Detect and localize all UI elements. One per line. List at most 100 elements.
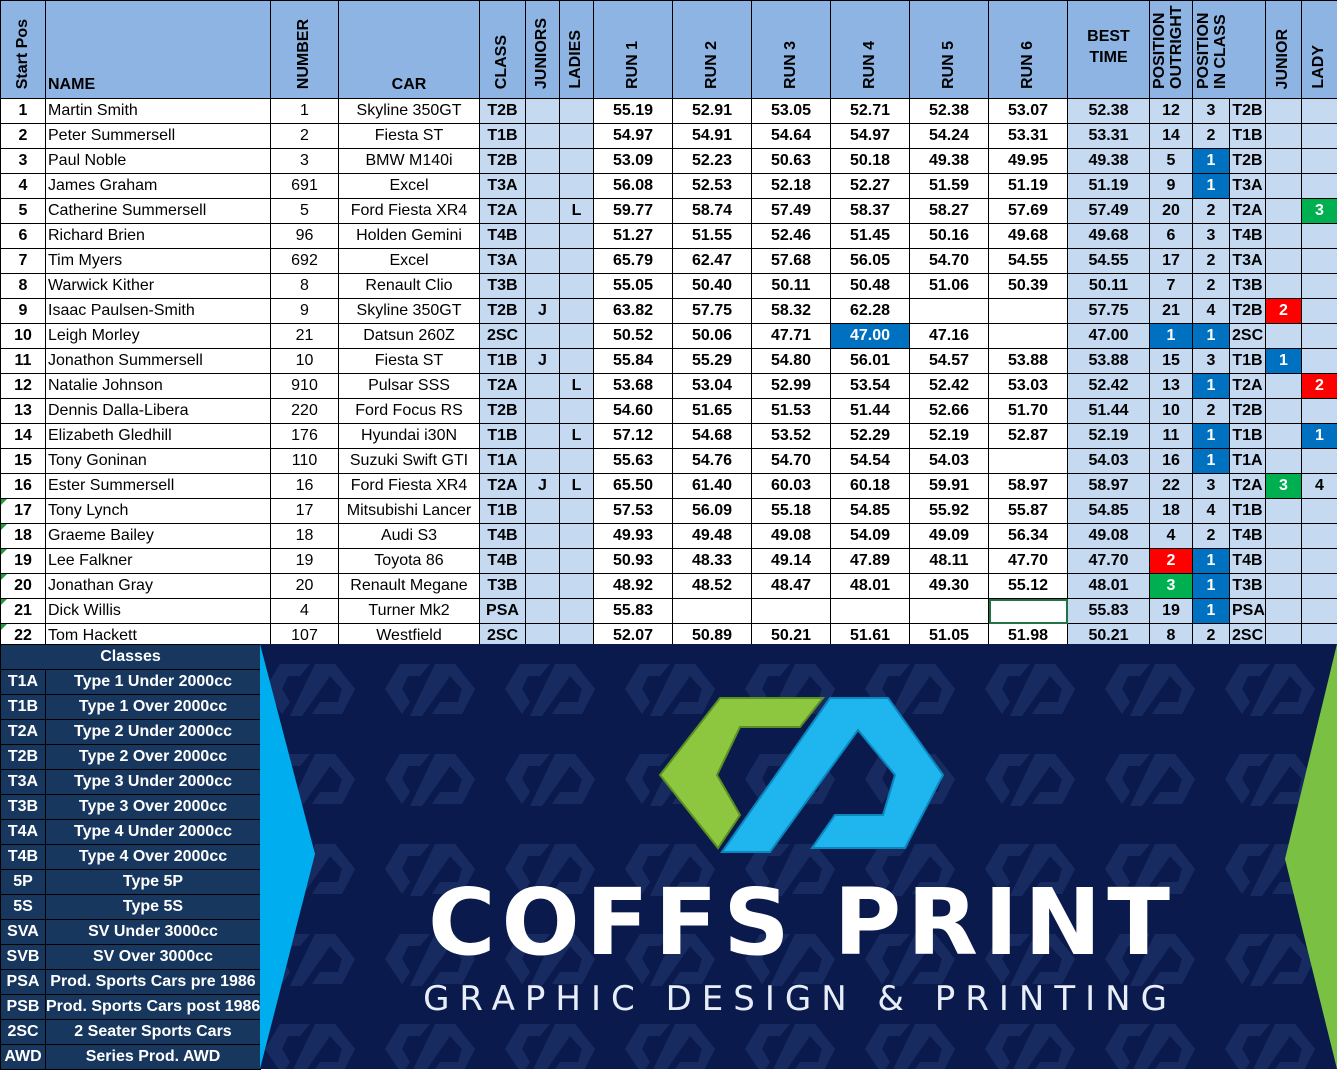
run4-cell[interactable]: 52.27 bbox=[831, 174, 910, 199]
position-class-cell[interactable]: 3 bbox=[1193, 224, 1230, 249]
start-pos-cell[interactable]: 12 bbox=[1, 374, 46, 399]
run1-cell[interactable]: 55.84 bbox=[594, 349, 673, 374]
position-outright-cell[interactable]: 6 bbox=[1150, 224, 1193, 249]
juniors-cell[interactable] bbox=[526, 199, 560, 224]
run2-cell[interactable] bbox=[673, 599, 752, 624]
number-cell[interactable]: 5 bbox=[271, 199, 339, 224]
header-run2[interactable]: RUN 2 bbox=[673, 1, 752, 99]
run4-cell[interactable]: 58.37 bbox=[831, 199, 910, 224]
juniors-cell[interactable] bbox=[526, 124, 560, 149]
run3-cell[interactable]: 54.80 bbox=[752, 349, 831, 374]
position-class-code-cell[interactable]: T2A bbox=[1230, 374, 1266, 399]
best-time-cell[interactable]: 52.42 bbox=[1068, 374, 1150, 399]
position-class-code-cell[interactable]: T4B bbox=[1230, 224, 1266, 249]
header-run1[interactable]: RUN 1 bbox=[594, 1, 673, 99]
position-outright-cell[interactable]: 21 bbox=[1150, 299, 1193, 324]
start-pos-cell[interactable]: 17 bbox=[1, 499, 46, 524]
car-cell[interactable]: Toyota 86 bbox=[339, 549, 480, 574]
run2-cell[interactable]: 52.91 bbox=[673, 99, 752, 124]
header-position-outright[interactable]: POSITION OUTRIGHT bbox=[1150, 1, 1193, 99]
name-cell[interactable]: Jonathan Gray bbox=[46, 574, 271, 599]
class-cell[interactable]: T2B bbox=[480, 99, 526, 124]
junior-place-cell[interactable] bbox=[1266, 99, 1302, 124]
position-outright-cell[interactable]: 15 bbox=[1150, 349, 1193, 374]
best-time-cell[interactable]: 50.11 bbox=[1068, 274, 1150, 299]
lady-place-cell[interactable] bbox=[1302, 249, 1337, 274]
juniors-cell[interactable] bbox=[526, 249, 560, 274]
juniors-cell[interactable] bbox=[526, 149, 560, 174]
run1-cell[interactable]: 57.12 bbox=[594, 424, 673, 449]
run3-cell[interactable]: 54.70 bbox=[752, 449, 831, 474]
run6-cell[interactable]: 51.19 bbox=[989, 174, 1068, 199]
header-number[interactable]: NUMBER bbox=[271, 1, 339, 99]
start-pos-cell[interactable]: 18 bbox=[1, 524, 46, 549]
name-cell[interactable]: Isaac Paulsen-Smith bbox=[46, 299, 271, 324]
car-cell[interactable]: Renault Clio bbox=[339, 274, 480, 299]
position-class-cell[interactable]: 1 bbox=[1193, 424, 1230, 449]
run5-cell[interactable]: 54.70 bbox=[910, 249, 989, 274]
car-cell[interactable]: Holden Gemini bbox=[339, 224, 480, 249]
start-pos-cell[interactable]: 21 bbox=[1, 599, 46, 624]
position-outright-cell[interactable]: 18 bbox=[1150, 499, 1193, 524]
position-class-code-cell[interactable]: T1B bbox=[1230, 499, 1266, 524]
juniors-cell[interactable] bbox=[526, 224, 560, 249]
header-position-in-class[interactable]: POSITION IN CLASS bbox=[1193, 1, 1266, 99]
lady-place-cell[interactable] bbox=[1302, 274, 1337, 299]
run4-cell[interactable]: 52.71 bbox=[831, 99, 910, 124]
junior-place-cell[interactable] bbox=[1266, 449, 1302, 474]
position-class-cell[interactable]: 1 bbox=[1193, 374, 1230, 399]
junior-place-cell[interactable] bbox=[1266, 199, 1302, 224]
name-cell[interactable]: James Graham bbox=[46, 174, 271, 199]
ladies-cell[interactable] bbox=[560, 124, 594, 149]
start-pos-cell[interactable]: 13 bbox=[1, 399, 46, 424]
run5-cell[interactable]: 51.59 bbox=[910, 174, 989, 199]
best-time-cell[interactable]: 57.75 bbox=[1068, 299, 1150, 324]
number-cell[interactable]: 220 bbox=[271, 399, 339, 424]
car-cell[interactable]: Pulsar SSS bbox=[339, 374, 480, 399]
junior-place-cell[interactable] bbox=[1266, 374, 1302, 399]
car-cell[interactable]: Ford Fiesta XR4 bbox=[339, 199, 480, 224]
run2-cell[interactable]: 51.55 bbox=[673, 224, 752, 249]
run1-cell[interactable]: 53.68 bbox=[594, 374, 673, 399]
juniors-cell[interactable] bbox=[526, 549, 560, 574]
number-cell[interactable]: 19 bbox=[271, 549, 339, 574]
run4-cell[interactable]: 48.01 bbox=[831, 574, 910, 599]
ladies-cell[interactable] bbox=[560, 399, 594, 424]
ladies-cell[interactable] bbox=[560, 349, 594, 374]
position-outright-cell[interactable]: 16 bbox=[1150, 449, 1193, 474]
run5-cell[interactable] bbox=[910, 599, 989, 624]
run3-cell[interactable]: 51.53 bbox=[752, 399, 831, 424]
ladies-cell[interactable]: L bbox=[560, 199, 594, 224]
lady-place-cell[interactable]: 2 bbox=[1302, 374, 1337, 399]
number-cell[interactable]: 10 bbox=[271, 349, 339, 374]
run6-cell[interactable] bbox=[989, 324, 1068, 349]
run1-cell[interactable]: 49.93 bbox=[594, 524, 673, 549]
ladies-cell[interactable] bbox=[560, 499, 594, 524]
car-cell[interactable]: Excel bbox=[339, 249, 480, 274]
lady-place-cell[interactable] bbox=[1302, 499, 1337, 524]
run5-cell[interactable]: 54.57 bbox=[910, 349, 989, 374]
class-cell[interactable]: T3B bbox=[480, 274, 526, 299]
start-pos-cell[interactable]: 2 bbox=[1, 124, 46, 149]
run6-cell[interactable]: 53.31 bbox=[989, 124, 1068, 149]
run3-cell[interactable]: 52.46 bbox=[752, 224, 831, 249]
juniors-cell[interactable] bbox=[526, 449, 560, 474]
name-cell[interactable]: Peter Summersell bbox=[46, 124, 271, 149]
header-ladies[interactable]: LADIES bbox=[560, 1, 594, 99]
header-run3[interactable]: RUN 3 bbox=[752, 1, 831, 99]
run4-cell[interactable]: 50.18 bbox=[831, 149, 910, 174]
lady-place-cell[interactable] bbox=[1302, 574, 1337, 599]
name-cell[interactable]: Natalie Johnson bbox=[46, 374, 271, 399]
position-outright-cell[interactable]: 3 bbox=[1150, 574, 1193, 599]
position-class-code-cell[interactable]: T3A bbox=[1230, 249, 1266, 274]
start-pos-cell[interactable]: 11 bbox=[1, 349, 46, 374]
number-cell[interactable]: 110 bbox=[271, 449, 339, 474]
ladies-cell[interactable]: L bbox=[560, 424, 594, 449]
number-cell[interactable]: 2 bbox=[271, 124, 339, 149]
juniors-cell[interactable] bbox=[526, 99, 560, 124]
run2-cell[interactable]: 50.40 bbox=[673, 274, 752, 299]
lady-place-cell[interactable] bbox=[1302, 524, 1337, 549]
number-cell[interactable]: 18 bbox=[271, 524, 339, 549]
run2-cell[interactable]: 55.29 bbox=[673, 349, 752, 374]
position-class-cell[interactable]: 2 bbox=[1193, 249, 1230, 274]
